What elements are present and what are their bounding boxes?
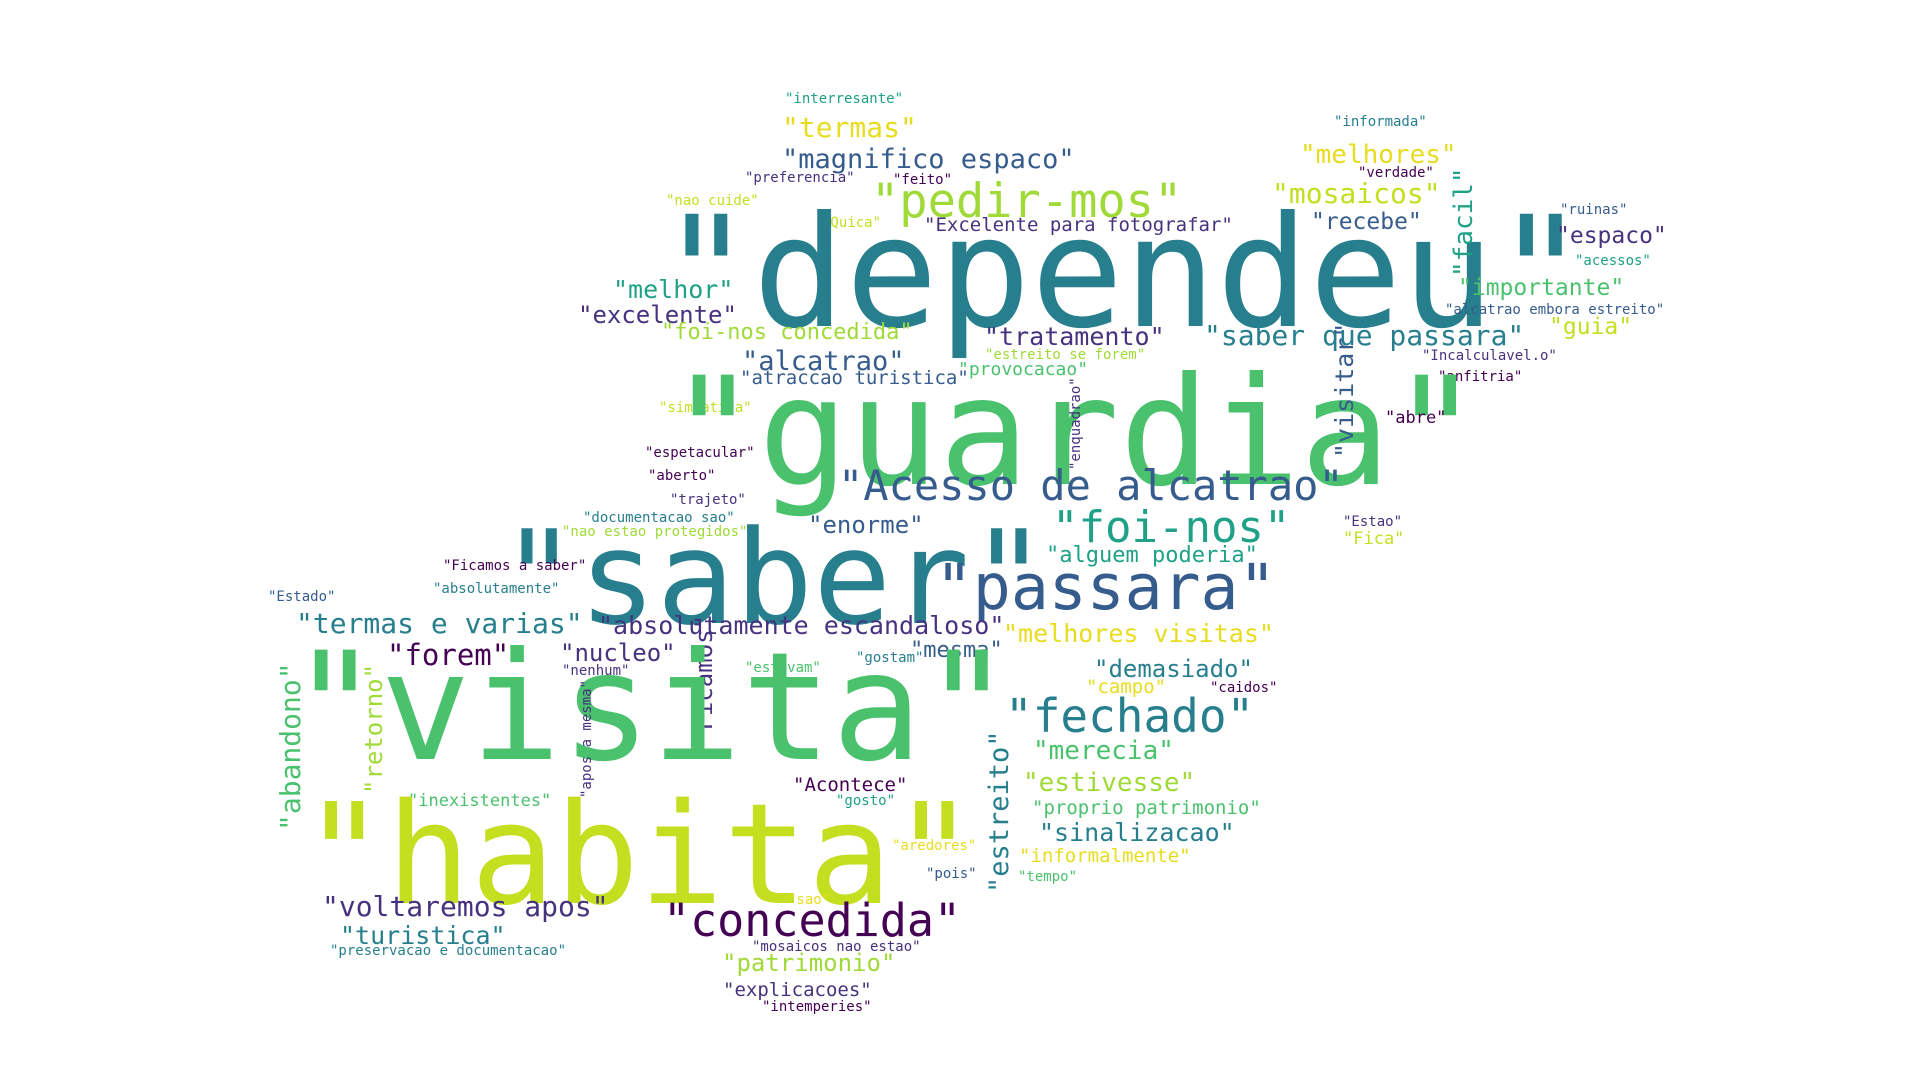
- word-demasiado: "demasiado": [1094, 655, 1253, 683]
- word-informada: "informada": [1334, 114, 1427, 130]
- word-foi-nos-concedida: "foi-nos concedida": [661, 320, 913, 345]
- word-proprio-patrimonio: "proprio patrimonio": [1032, 797, 1261, 819]
- word-alguem-poderia: "alguem poderia": [1046, 543, 1258, 568]
- word-visitar: "visitar": [1330, 322, 1359, 458]
- word-termas-e-varias: "termas e varias": [296, 607, 583, 640]
- word-intemperies: "intemperies": [762, 999, 872, 1015]
- word-nucleo: "nucleo": [560, 639, 676, 667]
- word-tratamento: "tratamento": [984, 322, 1165, 351]
- word-preservacao-e-documentacao: "preservacao e documentacao": [330, 943, 567, 959]
- word-estivesse: "estivesse": [1023, 768, 1196, 798]
- word-inexistentes: "inexistentes": [408, 791, 552, 811]
- word-espetacular: "espetacular": [645, 445, 755, 461]
- word-aberto: "aberto": [648, 468, 716, 484]
- word-estao: "Estao": [1343, 514, 1403, 530]
- word-gostam: "gostam": [856, 650, 924, 666]
- word-gosto: "gosto": [836, 793, 896, 809]
- word-pois: "pois": [926, 866, 977, 882]
- word-voltaremos-apos: "voltaremos apos": [322, 890, 609, 923]
- word-forem: "forem": [387, 638, 510, 672]
- word-trajeto: "trajeto": [670, 492, 746, 508]
- word-sao: "sao": [788, 892, 831, 908]
- word-saber-que-passara: "saber que passara": [1204, 319, 1525, 352]
- word-dependeu: "dependeu": [660, 184, 1588, 363]
- word-absolutamente-escandaloso: "absolutamente escandaloso": [598, 611, 1005, 640]
- word-acesso-de-alcatrao: "Acesso de alcatrao": [838, 461, 1344, 510]
- word-guardia: "guardia": [668, 346, 1481, 520]
- word-termas: "termas": [782, 111, 917, 144]
- word-turistica: "turistica": [340, 921, 506, 950]
- word-caidos: "caidos": [1210, 680, 1278, 696]
- word-acontece: "Acontece": [793, 774, 908, 796]
- word-incalculavel-o: "Incalculavel.o": [1422, 348, 1557, 364]
- word-melhores: "melhores": [1300, 140, 1457, 170]
- word-explicacoes: "explicacoes": [723, 979, 872, 1001]
- word-excelente-para-fotografar: "Excelente para fotografar": [924, 214, 1233, 236]
- word-passara: "passara": [935, 551, 1277, 624]
- word-anfitria: "anfitria": [1438, 369, 1523, 385]
- word-fica: "Fica": [1343, 529, 1405, 549]
- word-magnifico-espaco: "magnifico espaco": [782, 144, 1075, 175]
- word-saber: "saber": [500, 502, 1048, 654]
- word-acessos: "acessos": [1575, 253, 1651, 269]
- word-guia: "guia": [1549, 314, 1633, 340]
- word-foi-nos: "foi-nos": [1052, 502, 1291, 553]
- word-provocacao: "provocacao": [958, 359, 1089, 380]
- word-melhores-visitas: "melhores visitas": [1003, 619, 1274, 648]
- word-ficamos-a-saber: "Ficamos a saber": [443, 558, 587, 574]
- word-excelente: "excelente": [578, 301, 737, 329]
- word-preferencia: "preferencia": [745, 170, 855, 186]
- word-nenhum: "nenhum": [562, 663, 630, 679]
- word-quica: "Quica": [822, 215, 882, 231]
- word-mesma: "mesma": [910, 638, 1003, 663]
- word-patrimonio: "patrimonio": [722, 949, 896, 977]
- word-mosaicos: "mosaicos": [1272, 177, 1441, 210]
- word-tempo: "tempo": [1018, 869, 1078, 885]
- word-campo: "campo": [1086, 676, 1167, 698]
- word-melhor: "melhor": [613, 275, 734, 304]
- word-atraccao-turistica: "atraccao turistica": [740, 367, 969, 389]
- word-estado: "Estado": [268, 589, 336, 605]
- word-estreito: "estreito": [984, 730, 1015, 893]
- word-feito: "feito": [893, 172, 953, 188]
- word-abre: "abre": [1385, 408, 1447, 428]
- word-merecia: "merecia": [1033, 736, 1174, 766]
- word-interresante: "interresante": [785, 91, 904, 107]
- word-absolutamente: "absolutamente": [433, 581, 560, 597]
- word-nao-estao-protegidos: "nao estao protegidos": [562, 524, 748, 540]
- word-concedida: "concedida": [663, 894, 962, 947]
- word-nao-cuide: "nao cuide": [666, 193, 759, 209]
- word-fechado: "fechado": [1005, 689, 1255, 743]
- word-abandono: "abandono": [274, 662, 307, 831]
- word-verdade: "verdade": [1358, 165, 1434, 181]
- word-enorme: "enorme": [808, 511, 924, 539]
- word-visita: "visita": [290, 621, 1013, 795]
- word-alcatrao: "alcatrao": [742, 346, 905, 377]
- word-documentacao-sao: "documentacao sao": [583, 510, 735, 526]
- word-mosaicos-nao-estao: "mosaicos nao estao": [752, 939, 921, 955]
- word-estavam: "estavam": [745, 660, 821, 676]
- word-aredores: "aredores": [892, 838, 977, 854]
- word-enquadrao: "enquadrao": [1068, 377, 1084, 470]
- word-recebe: "recebe": [1311, 209, 1422, 235]
- word-simpatica: "simpatica": [659, 400, 752, 416]
- word-facil: "facil": [1449, 167, 1479, 277]
- word-habita: "habita": [302, 774, 977, 937]
- word-importante: "importante": [1458, 275, 1625, 301]
- word-informalmente: "informalmente": [1019, 845, 1191, 867]
- word-espaco: "espaco": [1556, 223, 1667, 249]
- word-alcatrao-embora-estreito: "alcatrao embora estreito": [1445, 302, 1665, 318]
- word-ruinas: "ruinas": [1560, 202, 1628, 218]
- word-pedir-mos: "pedir-mos": [871, 174, 1183, 229]
- word-sinalizacao: "sinalizacao": [1039, 818, 1235, 847]
- word-estreito-se-forem: "estreito se forem": [985, 347, 1146, 363]
